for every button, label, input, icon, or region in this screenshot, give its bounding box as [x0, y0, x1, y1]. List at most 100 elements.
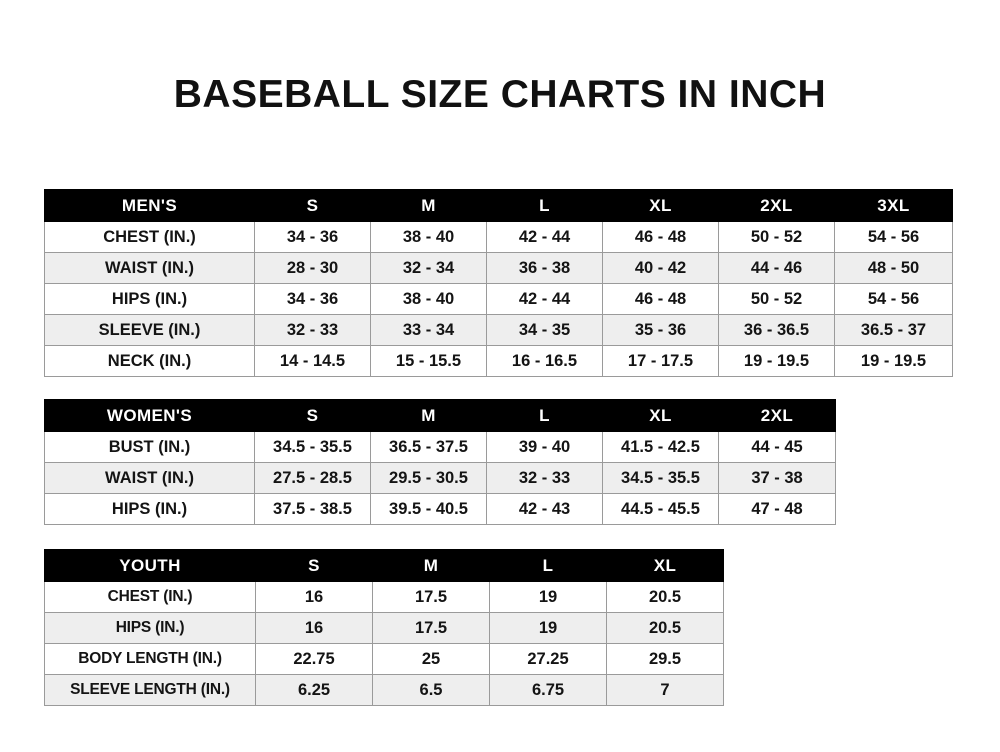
table-row: NECK (IN.) 14 - 14.5 15 - 15.5 16 - 16.5…	[44, 345, 953, 377]
table-cell: 38 - 40	[370, 283, 487, 315]
table-cell: 16	[255, 581, 373, 613]
table-row: WAIST (IN.) 28 - 30 32 - 34 36 - 38 40 -…	[44, 252, 953, 284]
womens-header-2xl: 2XL	[718, 399, 836, 432]
youth-header-m: M	[372, 549, 490, 582]
row-label: BODY LENGTH (IN.)	[44, 643, 256, 675]
table-header-row: YOUTH S M L XL	[44, 549, 724, 582]
table-cell: 22.75	[255, 643, 373, 675]
page-title: BASEBALL SIZE CHARTS IN INCH	[173, 73, 827, 116]
table-cell: 16	[255, 612, 373, 644]
table-cell: 50 - 52	[718, 221, 835, 253]
womens-header-l: L	[486, 399, 603, 432]
table-row: BODY LENGTH (IN.) 22.75 25 27.25 29.5	[44, 643, 724, 675]
table-cell: 36 - 36.5	[718, 314, 835, 346]
table-cell: 27.25	[489, 643, 607, 675]
table-cell: 15 - 15.5	[370, 345, 487, 377]
row-label: BUST (IN.)	[44, 431, 255, 463]
row-label: CHEST (IN.)	[44, 581, 256, 613]
table-row: CHEST (IN.) 34 - 36 38 - 40 42 - 44 46 -…	[44, 221, 953, 253]
table-cell: 48 - 50	[834, 252, 953, 284]
mens-header-3xl: 3XL	[834, 189, 953, 222]
table-cell: 32 - 33	[254, 314, 371, 346]
table-cell: 34 - 36	[254, 283, 371, 315]
table-cell: 36.5 - 37	[834, 314, 953, 346]
womens-header-s: S	[254, 399, 371, 432]
table-cell: 19 - 19.5	[834, 345, 953, 377]
womens-size-table: WOMEN'S S M L XL 2XL BUST (IN.) 34.5 - 3…	[44, 399, 836, 525]
table-header-row: WOMEN'S S M L XL 2XL	[44, 399, 836, 432]
table-cell: 29.5	[606, 643, 724, 675]
row-label: WAIST (IN.)	[44, 252, 255, 284]
table-cell: 33 - 34	[370, 314, 487, 346]
table-cell: 42 - 44	[486, 221, 603, 253]
mens-header-2xl: 2XL	[718, 189, 835, 222]
table-cell: 29.5 - 30.5	[370, 462, 487, 494]
mens-header-xl: XL	[602, 189, 719, 222]
table-cell: 36 - 38	[486, 252, 603, 284]
table-cell: 34.5 - 35.5	[602, 462, 719, 494]
table-cell: 44 - 46	[718, 252, 835, 284]
table-cell: 32 - 33	[486, 462, 603, 494]
table-cell: 34 - 35	[486, 314, 603, 346]
row-label: SLEEVE (IN.)	[44, 314, 255, 346]
table-cell: 19	[489, 612, 607, 644]
table-row: CHEST (IN.) 16 17.5 19 20.5	[44, 581, 724, 613]
table-cell: 7	[606, 674, 724, 706]
table-row: SLEEVE LENGTH (IN.) 6.25 6.5 6.75 7	[44, 674, 724, 706]
table-row: SLEEVE (IN.) 32 - 33 33 - 34 34 - 35 35 …	[44, 314, 953, 346]
womens-header-m: M	[370, 399, 487, 432]
youth-header-l: L	[489, 549, 607, 582]
row-label: CHEST (IN.)	[44, 221, 255, 253]
table-row: HIPS (IN.) 34 - 36 38 - 40 42 - 44 46 - …	[44, 283, 953, 315]
table-row: WAIST (IN.) 27.5 - 28.5 29.5 - 30.5 32 -…	[44, 462, 836, 494]
table-cell: 6.5	[372, 674, 490, 706]
table-cell: 54 - 56	[834, 283, 953, 315]
table-cell: 6.25	[255, 674, 373, 706]
mens-header-s: S	[254, 189, 371, 222]
table-cell: 40 - 42	[602, 252, 719, 284]
youth-size-table: YOUTH S M L XL CHEST (IN.) 16 17.5 19 20…	[44, 549, 724, 706]
table-cell: 36.5 - 37.5	[370, 431, 487, 463]
table-cell: 28 - 30	[254, 252, 371, 284]
row-label: SLEEVE LENGTH (IN.)	[44, 674, 256, 706]
youth-header-category: YOUTH	[44, 549, 256, 582]
table-cell: 19	[489, 581, 607, 613]
table-cell: 54 - 56	[834, 221, 953, 253]
table-cell: 50 - 52	[718, 283, 835, 315]
table-cell: 6.75	[489, 674, 607, 706]
table-cell: 37 - 38	[718, 462, 836, 494]
womens-header-category: WOMEN'S	[44, 399, 255, 432]
table-cell: 38 - 40	[370, 221, 487, 253]
table-cell: 17 - 17.5	[602, 345, 719, 377]
table-row: BUST (IN.) 34.5 - 35.5 36.5 - 37.5 39 - …	[44, 431, 836, 463]
table-cell: 14 - 14.5	[254, 345, 371, 377]
table-cell: 46 - 48	[602, 221, 719, 253]
table-cell: 44.5 - 45.5	[602, 493, 719, 525]
row-label: HIPS (IN.)	[44, 283, 255, 315]
table-cell: 27.5 - 28.5	[254, 462, 371, 494]
womens-header-xl: XL	[602, 399, 719, 432]
table-row: HIPS (IN.) 37.5 - 38.5 39.5 - 40.5 42 - …	[44, 493, 836, 525]
table-row: HIPS (IN.) 16 17.5 19 20.5	[44, 612, 724, 644]
table-cell: 17.5	[372, 581, 490, 613]
table-cell: 25	[372, 643, 490, 675]
mens-header-l: L	[486, 189, 603, 222]
table-cell: 42 - 44	[486, 283, 603, 315]
mens-size-table: MEN'S S M L XL 2XL 3XL CHEST (IN.) 34 - …	[44, 189, 953, 377]
table-cell: 19 - 19.5	[718, 345, 835, 377]
table-cell: 46 - 48	[602, 283, 719, 315]
row-label: HIPS (IN.)	[44, 612, 256, 644]
table-header-row: MEN'S S M L XL 2XL 3XL	[44, 189, 953, 222]
table-cell: 37.5 - 38.5	[254, 493, 371, 525]
table-cell: 41.5 - 42.5	[602, 431, 719, 463]
table-cell: 47 - 48	[718, 493, 836, 525]
table-cell: 35 - 36	[602, 314, 719, 346]
table-cell: 17.5	[372, 612, 490, 644]
table-cell: 44 - 45	[718, 431, 836, 463]
table-cell: 16 - 16.5	[486, 345, 603, 377]
row-label: WAIST (IN.)	[44, 462, 255, 494]
table-cell: 34.5 - 35.5	[254, 431, 371, 463]
table-cell: 20.5	[606, 612, 724, 644]
table-cell: 32 - 34	[370, 252, 487, 284]
